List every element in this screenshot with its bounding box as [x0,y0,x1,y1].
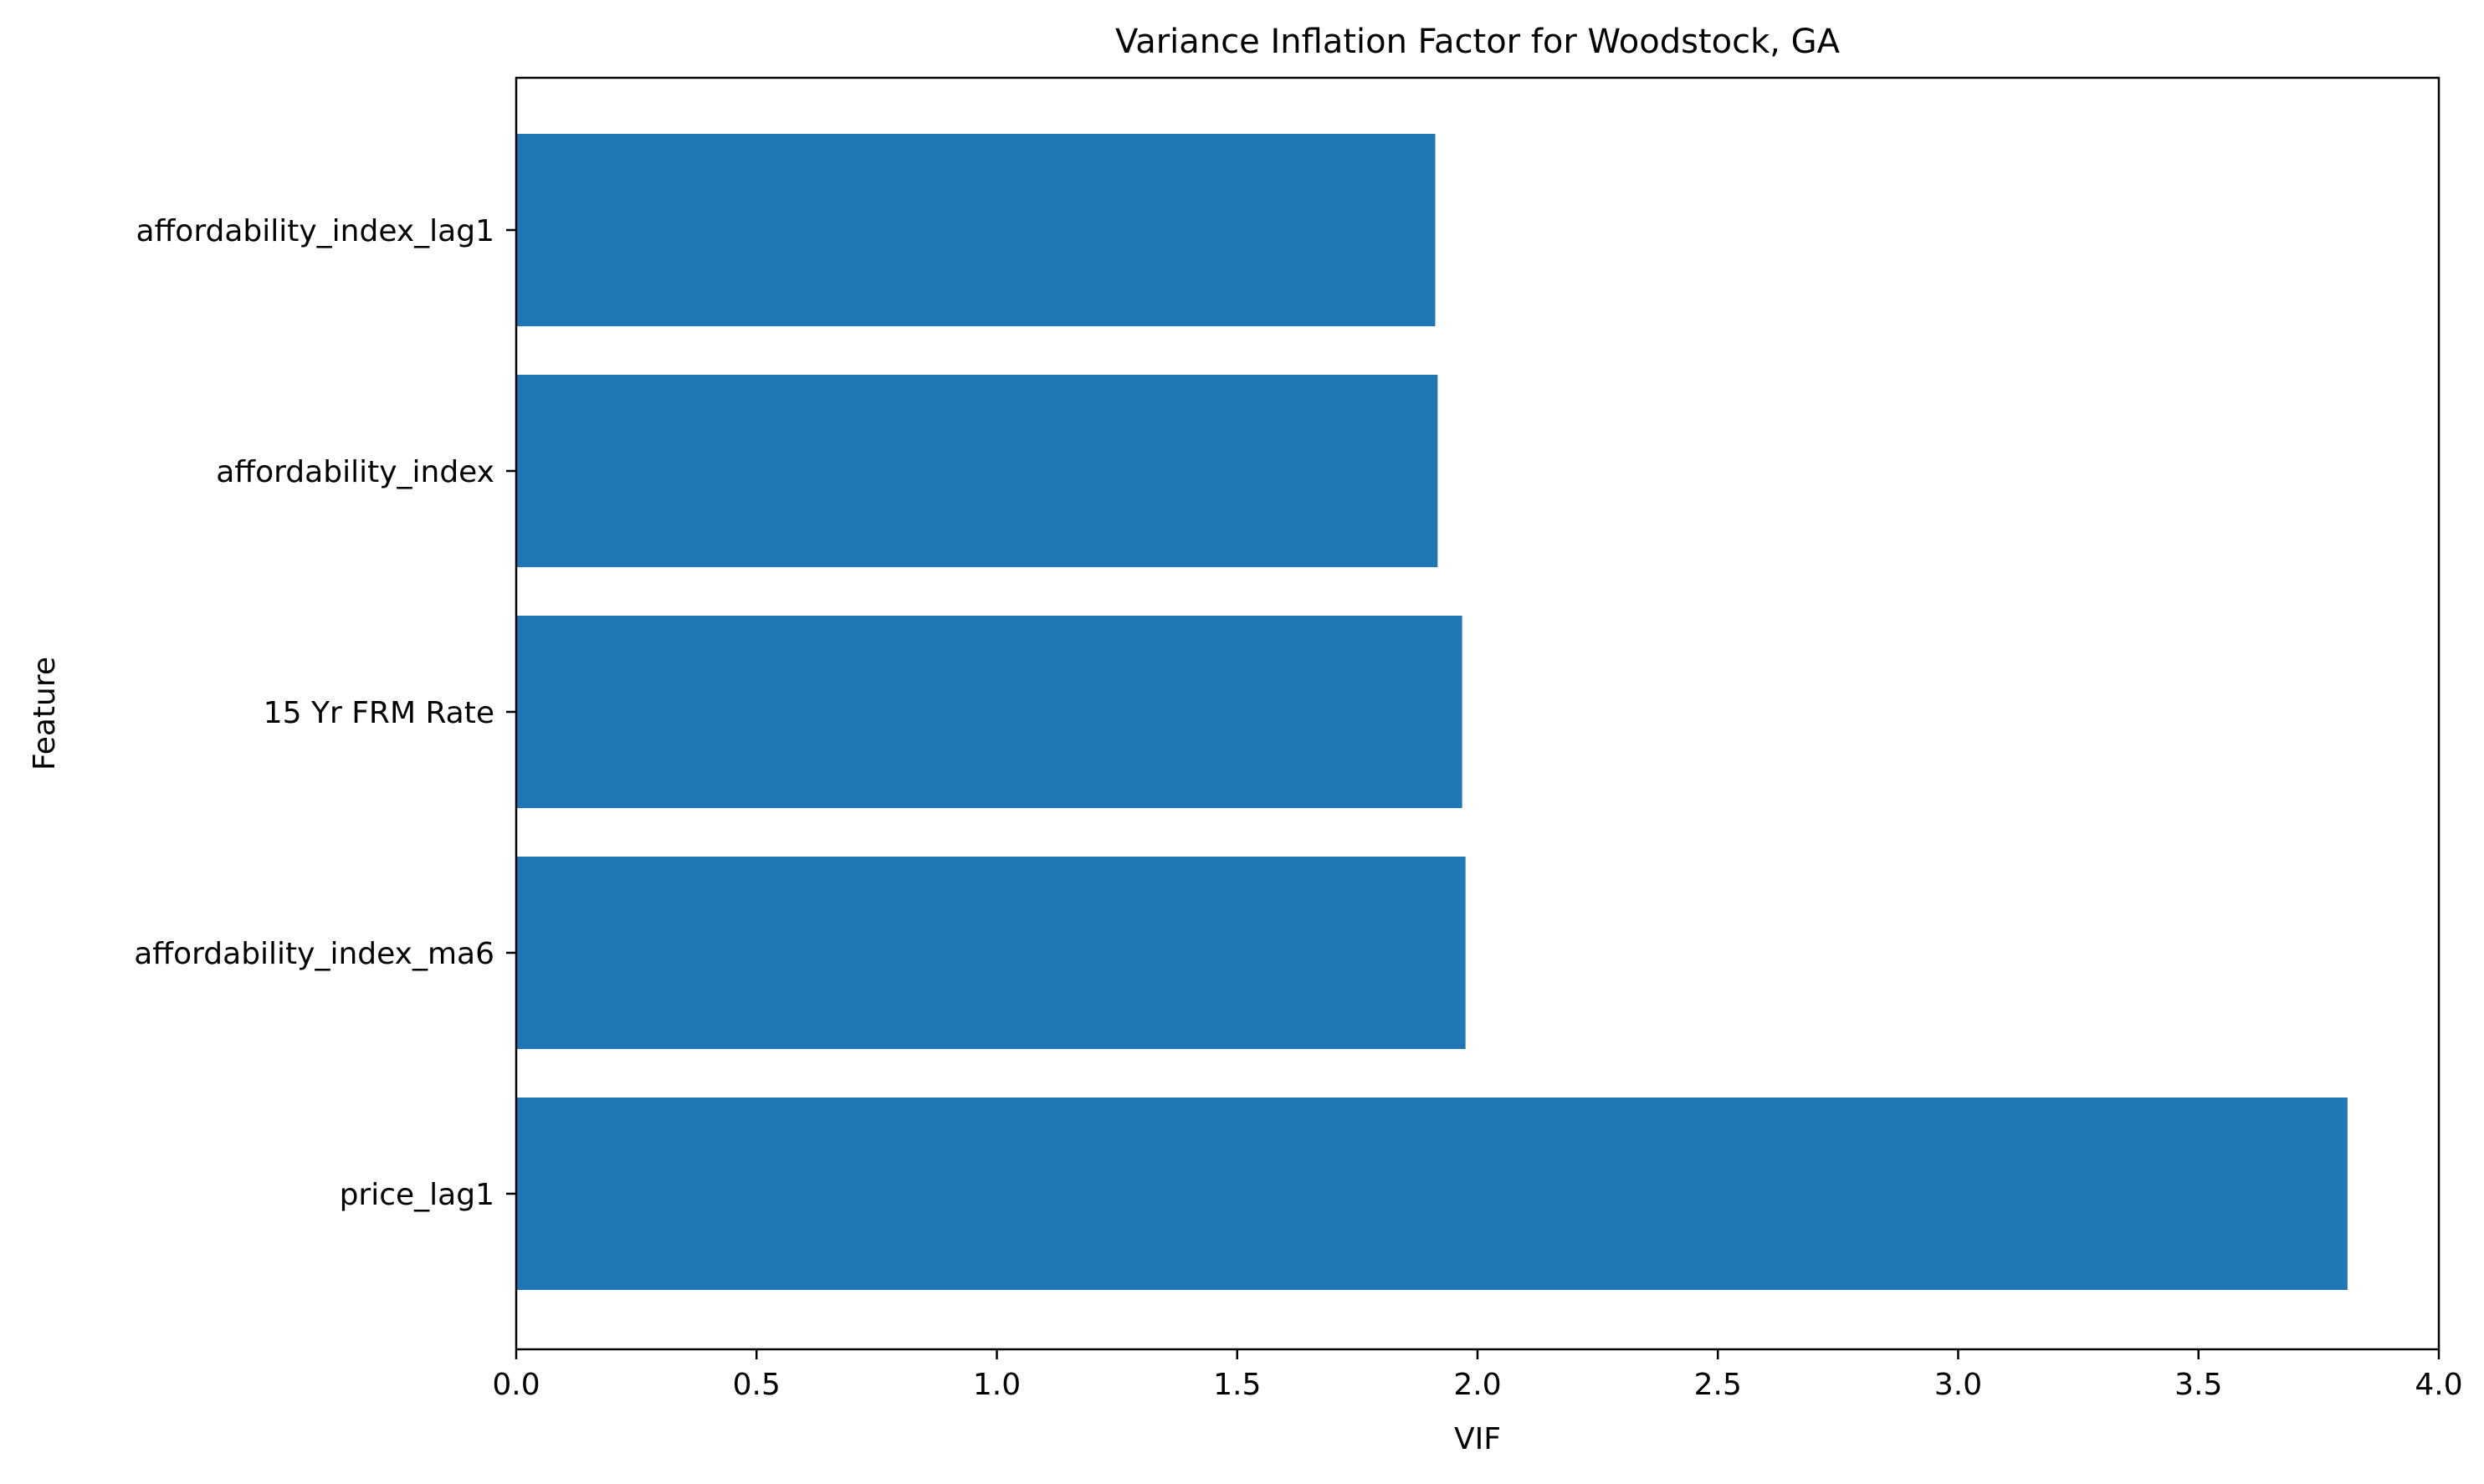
y-tick-label-15-yr-frm-rate: 15 Yr FRM Rate [264,696,494,730]
y-ticks: price_lag1 affordability_index_ma6 15 Yr F… [134,214,516,1212]
y-tick-label-affordability-index-lag1: affordability_index_lag1 [136,214,494,248]
x-tick-label: 4.0 [2415,1368,2462,1402]
x-tick-label: 1.0 [973,1368,1021,1402]
x-ticks: 0.0 0.5 1.0 1.5 2.0 2.5 3.0 3.5 4.0 [492,1349,2463,1402]
x-tick-label: 2.0 [1453,1368,1501,1402]
y-axis-label: Feature [28,657,62,770]
x-tick-label: 3.5 [2174,1368,2222,1402]
x-tick-label: 0.0 [492,1368,540,1402]
x-tick-label: 0.5 [733,1368,781,1402]
y-tick-label-price-lag1: price_lag1 [340,1178,494,1212]
bar-price-lag1 [516,1098,2348,1290]
bars-group [516,134,2348,1290]
axes-frame [515,76,2440,1351]
chart-title: Variance Inflation Factor for Woodstock,… [1115,23,1841,61]
x-tick-label: 3.0 [1934,1368,1982,1402]
bar-15-yr-frm-rate [516,616,1462,808]
x-tick-label: 2.5 [1694,1368,1742,1402]
x-axis-label: VIF [1454,1422,1501,1456]
bar-affordability-index [516,375,1438,567]
bar-affordability-index-ma6 [516,857,1466,1049]
x-tick-label: 1.5 [1213,1368,1261,1402]
bar-affordability-index-lag1 [516,134,1436,326]
y-tick-label-affordability-index: affordability_index [216,455,494,489]
y-tick-label-affordability-index-ma6: affordability_index_ma6 [134,937,494,971]
